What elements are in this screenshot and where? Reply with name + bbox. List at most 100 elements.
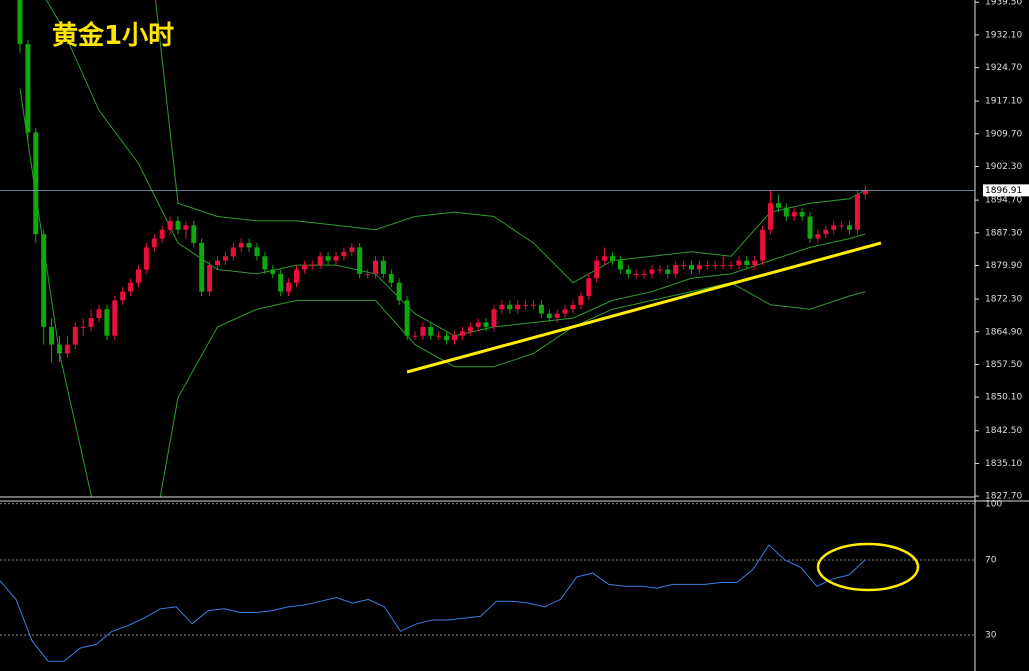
candle-body (862, 189, 868, 195)
candle-body (412, 335, 418, 337)
candle-body (112, 300, 118, 336)
candle-body (491, 309, 497, 327)
candle-body (428, 326, 434, 336)
candle-body (388, 273, 394, 283)
candle-body (191, 225, 197, 243)
rsi-panel (0, 503, 975, 662)
candle-body (744, 260, 750, 266)
bollinger-band (155, 0, 866, 284)
last-price-label: 1896.91 (985, 186, 1022, 196)
y-tick-label: 1864.90 (985, 327, 1022, 337)
candle-body (665, 269, 671, 274)
candle-body (136, 269, 141, 283)
y-tick-label: 1932.10 (985, 30, 1022, 40)
candle-body (459, 331, 465, 336)
candle-body (854, 194, 860, 230)
candle-body (531, 304, 536, 306)
candle-body (617, 260, 623, 270)
candle-body (420, 326, 426, 336)
last-price-box (983, 184, 1029, 197)
candle-body (128, 282, 134, 292)
candle-body (768, 203, 773, 230)
y-tick-label: 1902.30 (985, 162, 1022, 172)
candle-body (199, 242, 205, 292)
candle-body (633, 273, 639, 275)
candle-body (167, 220, 173, 230)
trend-line (406, 241, 882, 374)
candle-body (681, 265, 687, 267)
candle-body (499, 304, 505, 310)
candle-body (610, 256, 615, 261)
candle-body (349, 247, 355, 252)
chart-title: 黄金1小时 (52, 20, 174, 51)
candle-body (41, 234, 47, 327)
bollinger-band (19, 88, 866, 497)
candle-body (333, 256, 339, 261)
candle-body (357, 247, 363, 274)
y-tick-label: 1842.50 (985, 426, 1022, 436)
candle-body (341, 251, 347, 257)
candle-body (301, 265, 307, 270)
candle-body (839, 225, 845, 227)
candle-body (246, 242, 252, 248)
price-panel (0, 0, 975, 497)
y-tick-label: 1909.70 (985, 129, 1022, 139)
candle-body (396, 282, 402, 301)
candle-body (286, 282, 292, 292)
candle-body (373, 260, 378, 274)
candle-body (546, 313, 552, 319)
y-tick-label: 1835.10 (985, 459, 1022, 469)
y-tick-label: 1879.90 (985, 261, 1022, 271)
candle-body (625, 269, 631, 274)
y-tick-label: 100 (985, 499, 1002, 509)
candle-body (523, 304, 529, 306)
candle-body (183, 225, 189, 230)
candle-body (64, 344, 70, 354)
y-tick-label: 1872.30 (985, 295, 1022, 305)
candle-body (602, 256, 608, 261)
candle-body (775, 203, 781, 208)
candle-body (815, 234, 821, 239)
candle-body (436, 335, 442, 337)
candle-body (159, 229, 165, 239)
candle-body (88, 318, 94, 327)
candle-body (467, 326, 473, 332)
candle-body (380, 260, 386, 274)
candle-body (657, 269, 663, 271)
candle-body (689, 265, 694, 270)
candle-body (594, 260, 600, 279)
candle-body (365, 273, 371, 275)
y-tick-label: 1850.10 (985, 393, 1022, 403)
candle-body (444, 335, 450, 341)
candle-body (831, 225, 837, 230)
candle-body (538, 304, 544, 314)
rsi-line (0, 544, 866, 662)
candle-body (230, 247, 236, 257)
candle-body (25, 44, 31, 133)
candle-body (554, 313, 560, 319)
candle-body (783, 207, 789, 217)
highlight-ellipse (816, 542, 920, 592)
candle-body (823, 229, 829, 235)
candle-body (641, 273, 647, 275)
candle-body (309, 265, 315, 267)
candle-body (752, 260, 758, 266)
y-tick-label: 1857.50 (985, 360, 1022, 370)
candle-body (404, 300, 410, 336)
candle-body (262, 256, 268, 270)
y-tick-label: 1894.70 (985, 196, 1022, 206)
candle-body (175, 220, 181, 230)
y-tick-label: 1827.70 (985, 492, 1022, 502)
candle-body (696, 265, 702, 270)
candle-body (570, 304, 576, 310)
candle-body (278, 273, 284, 292)
candle-body (475, 322, 481, 327)
candle-body (704, 265, 710, 267)
candle-body (222, 256, 228, 261)
candle-body (791, 212, 797, 217)
candle-body (294, 269, 299, 283)
